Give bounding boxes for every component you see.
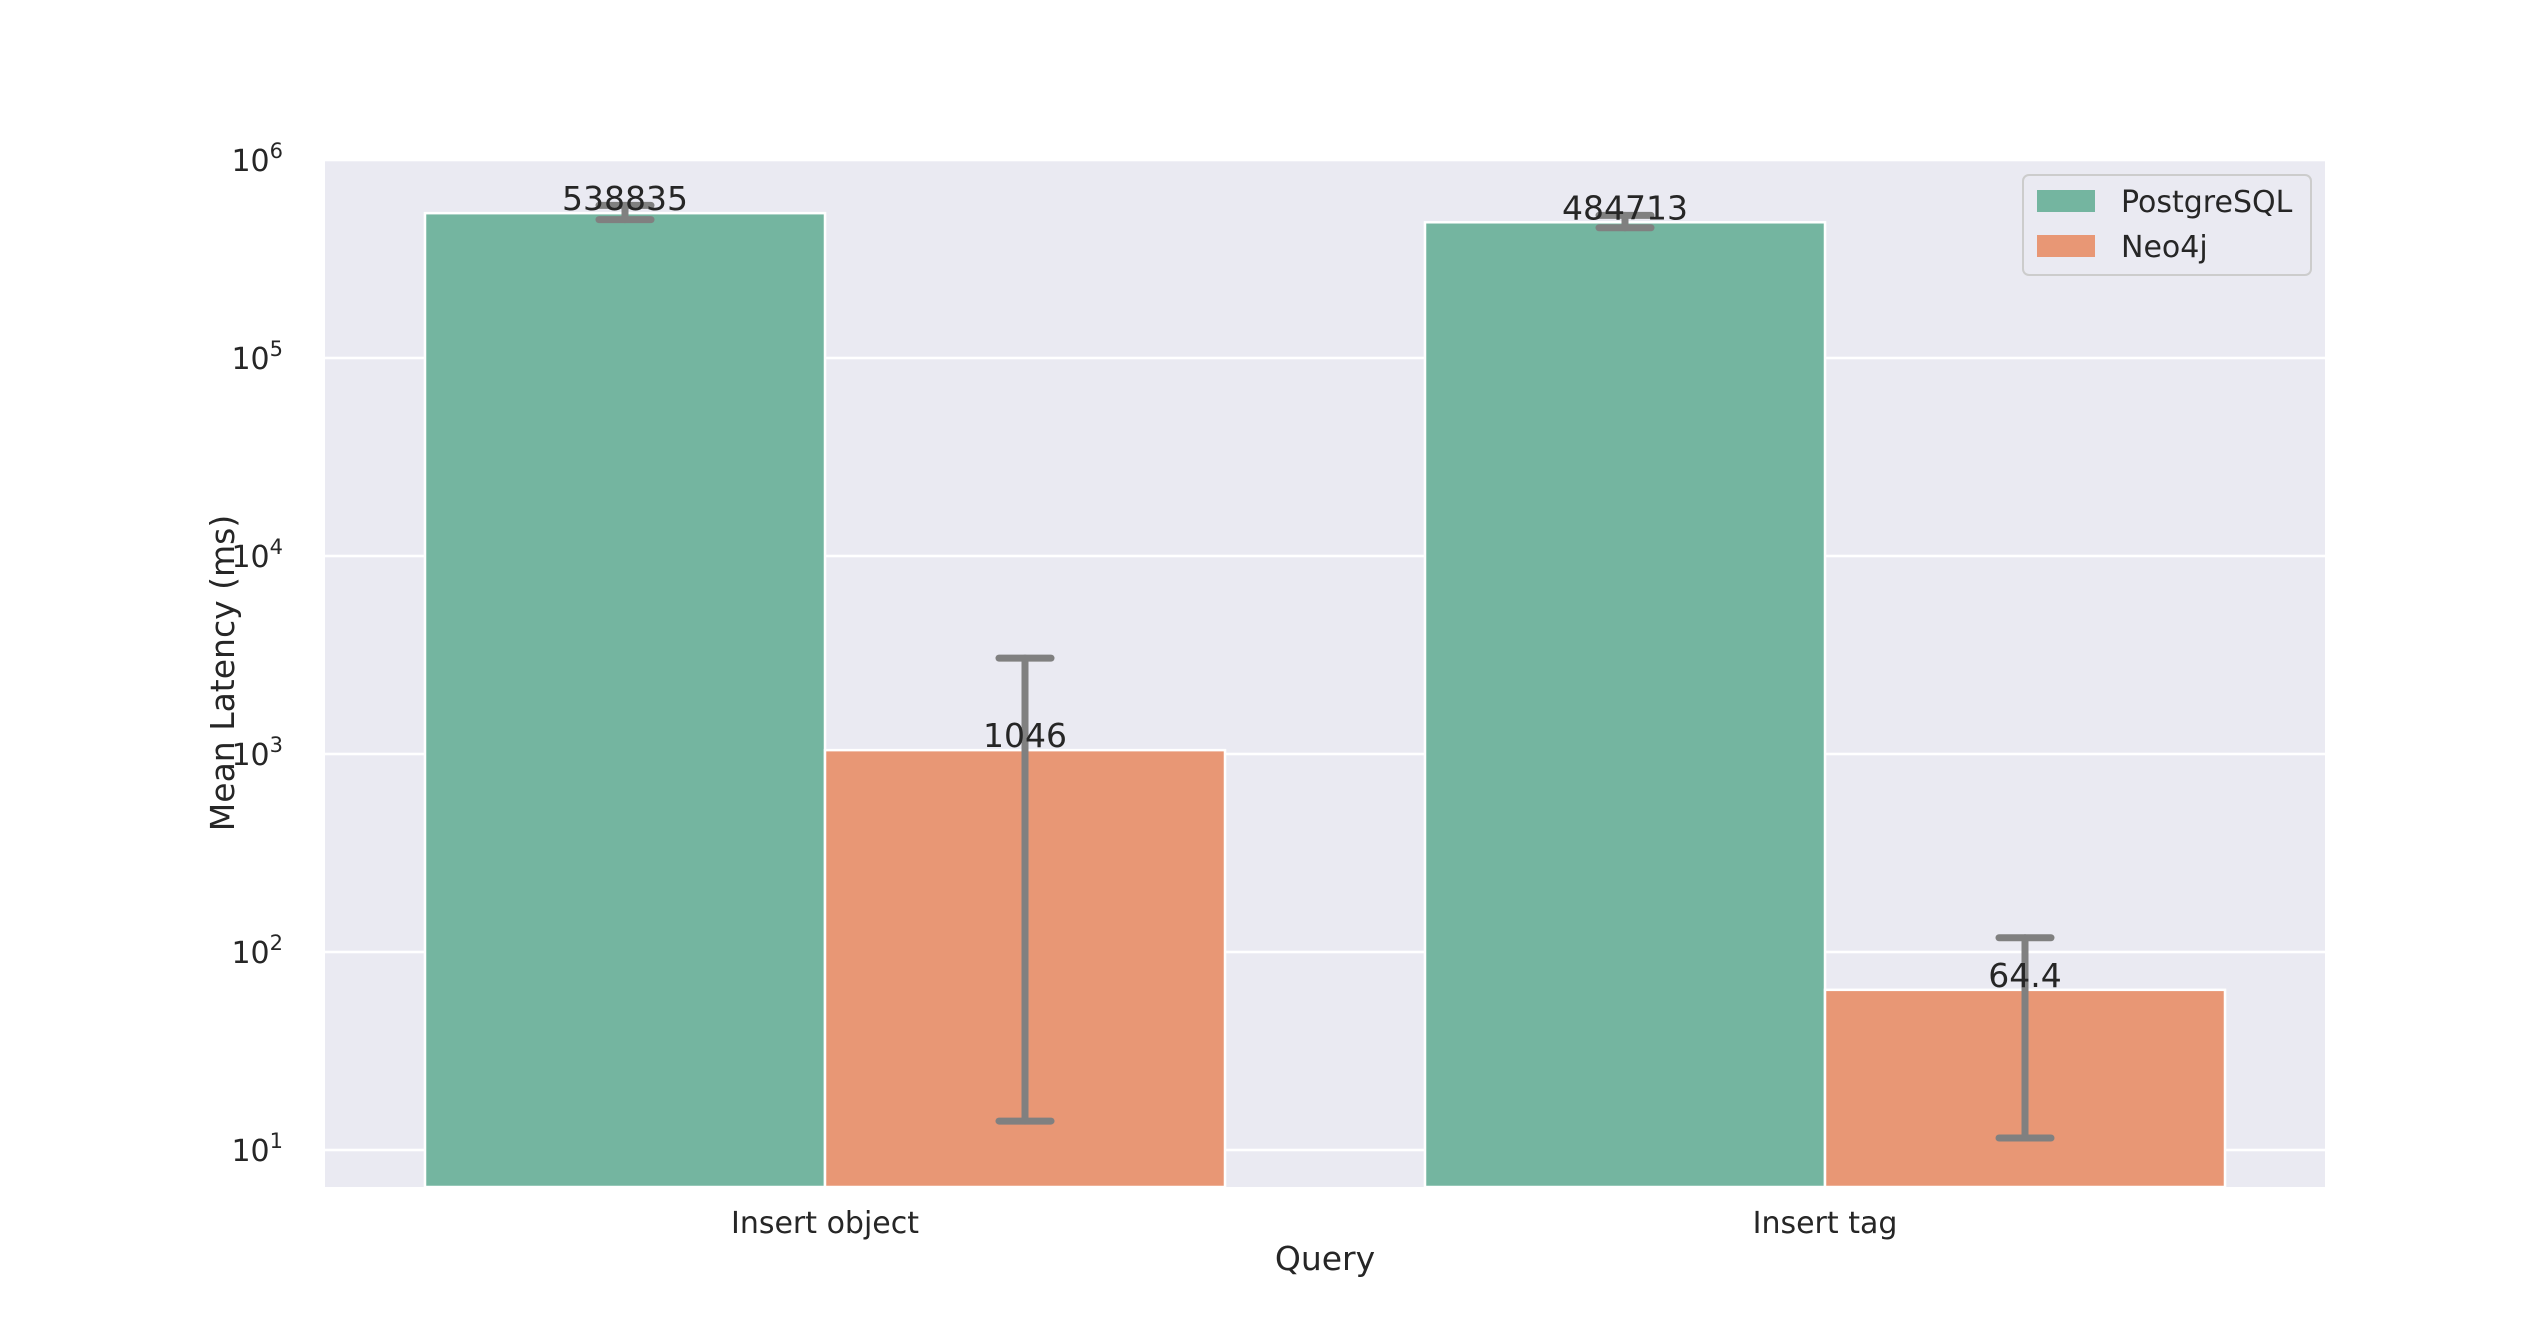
data-label-neo4j: 64.4 (1988, 956, 2061, 995)
bar-postgresql (1423, 221, 1827, 1189)
y-tick-label-1e6: 106 (231, 139, 283, 179)
y-tick-label-1e3: 103 (231, 733, 283, 773)
legend: PostgreSQL Neo4j (2022, 174, 2312, 276)
x-tick-label: Insert tag (1753, 1206, 1898, 1241)
error-bar-neo4j (995, 654, 1055, 1125)
legend-swatch-postgresql (2037, 190, 2095, 212)
y-tick-label-1e5: 105 (231, 337, 283, 377)
bars (423, 211, 2227, 1189)
legend-label-postgresql: PostgreSQL (2121, 185, 2293, 220)
data-label-neo4j: 1046 (983, 716, 1067, 755)
legend-label-neo4j: Neo4j (2121, 230, 2208, 265)
x-axis-label: Query (1275, 1239, 1375, 1278)
y-tick-label-1e1: 101 (231, 1129, 283, 1169)
y-tick-label-1e4: 104 (231, 535, 283, 575)
data-label-postgresql: 484713 (1562, 188, 1688, 227)
data-labels: 538835 1046 484713 64.4 (562, 179, 2062, 995)
legend-swatch-neo4j (2037, 235, 2095, 257)
error-bar-postgresql (595, 201, 655, 224)
y-tick-label-1e2: 102 (231, 931, 283, 971)
y-axis-label: Mean Latency (ms) (203, 515, 242, 831)
bar-postgresql (423, 211, 827, 1189)
error-bar-neo4j (1995, 934, 2055, 1142)
x-tick-label: Insert object (731, 1206, 919, 1241)
x-axis-ticks: Insert object Insert tag (731, 1206, 1897, 1241)
error-bar-postgresql (1595, 211, 1655, 232)
y-axis-ticks: 101 102 103 104 105 106 (231, 139, 283, 1169)
error-bars (595, 201, 2055, 1142)
data-label-postgresql: 538835 (562, 179, 688, 218)
